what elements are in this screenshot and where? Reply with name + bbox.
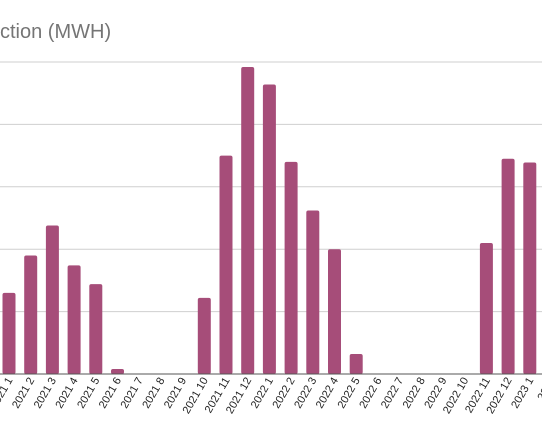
- bar: [45, 225, 59, 374]
- bar: [219, 155, 233, 374]
- bar: [111, 369, 124, 374]
- bar: [89, 284, 103, 374]
- bar-series: [2, 66, 537, 375]
- bar: [306, 210, 320, 374]
- bar: [67, 265, 81, 374]
- bar: [262, 84, 276, 375]
- bar: [479, 242, 493, 374]
- bar: [241, 66, 255, 374]
- bar: [328, 249, 341, 374]
- bar: [501, 158, 515, 374]
- bar: [523, 162, 537, 374]
- bar: [197, 297, 211, 374]
- bar: [284, 161, 298, 374]
- bar: [349, 354, 363, 374]
- bar: [2, 292, 16, 374]
- bar: [24, 255, 38, 374]
- x-tick-label: 2023: [535, 376, 542, 403]
- chart-title: ction (MWH): [0, 21, 111, 43]
